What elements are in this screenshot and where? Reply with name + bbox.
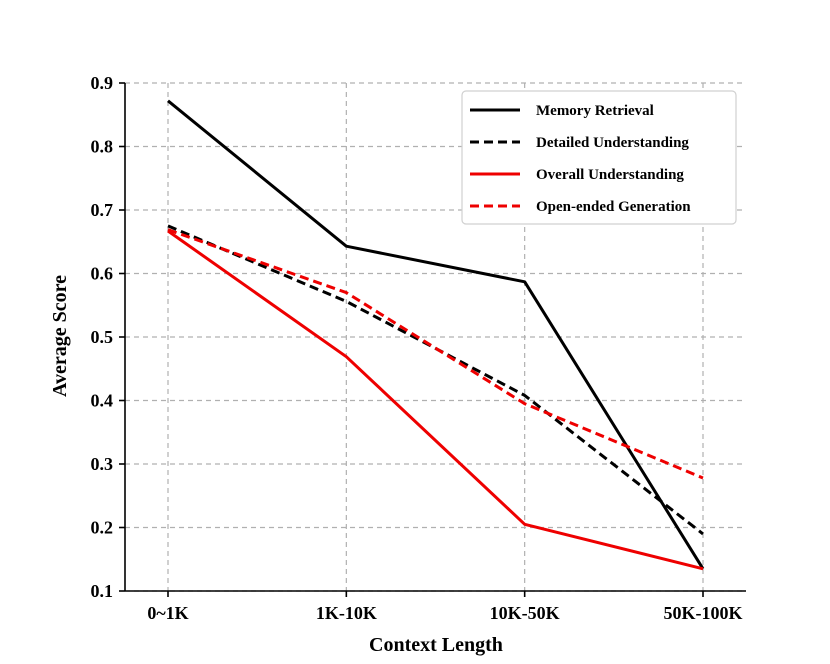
legend-label: Detailed Understanding	[536, 135, 689, 151]
y-tick-label: 0.5	[91, 327, 114, 347]
y-tick-label: 0.1	[91, 581, 114, 601]
y-ticks: 0.1 0.2 0.3 0.4 0.5 0.6 0.7 0.8 0.9	[91, 73, 125, 601]
legend-box	[461, 90, 737, 225]
x-tick-label: 1K-10K	[316, 603, 377, 623]
y-tick-label: 0.2	[91, 518, 114, 538]
y-axis-title: Average Score	[49, 275, 71, 397]
x-tick-label: 0~1K	[147, 603, 188, 623]
series-lines	[167, 99, 705, 571]
series-line-detailed-understanding	[167, 224, 704, 536]
x-tick-label: 50K-100K	[664, 603, 743, 623]
series-line-overall-understanding	[167, 229, 704, 571]
y-tick-label: 0.7	[91, 200, 114, 220]
y-tick-label: 0.9	[91, 73, 114, 93]
x-tick-label: 10K-50K	[490, 603, 560, 623]
legend: Memory Retrieval Detailed Understanding Ov…	[461, 90, 737, 225]
legend-label: Open-ended Generation	[536, 199, 691, 215]
legend-label: Overall Understanding	[536, 167, 684, 183]
y-tick-label: 0.6	[91, 264, 114, 284]
x-axis-title: Context Length	[369, 634, 503, 656]
legend-label: Memory Retrieval	[536, 103, 654, 119]
y-tick-label: 0.3	[91, 454, 114, 474]
y-tick-label: 0.8	[91, 137, 114, 157]
series-line-memory-retrieval	[167, 99, 705, 570]
y-tick-label: 0.4	[91, 391, 114, 411]
x-ticks: 0~1K 1K-10K 10K-50K 50K-100K	[147, 591, 743, 623]
series-line-open-ended-generation	[167, 228, 704, 480]
